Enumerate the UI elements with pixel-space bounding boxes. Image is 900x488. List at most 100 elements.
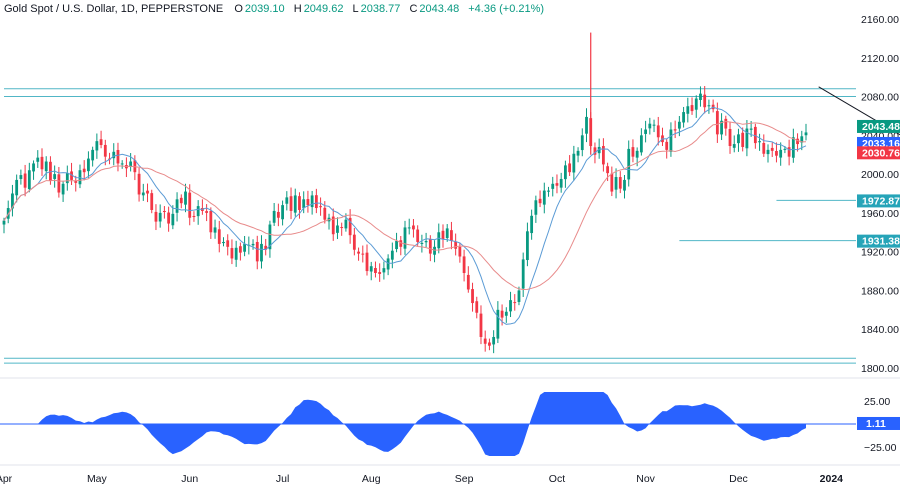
candle-body <box>306 199 310 206</box>
candle-body <box>673 129 677 131</box>
candle-body <box>11 193 14 209</box>
candle-body <box>314 195 318 209</box>
candle-body <box>369 266 373 272</box>
candle-body <box>158 212 162 222</box>
candle-body <box>340 227 344 229</box>
price-tag-bg <box>857 146 900 160</box>
price-tick-label: 2160.00 <box>861 14 899 26</box>
candle-body <box>648 123 652 129</box>
low-value: 2038.77 <box>360 3 401 15</box>
candle-body <box>783 148 787 150</box>
candle-body <box>171 213 175 226</box>
candle-body <box>610 173 614 192</box>
candle-body <box>44 161 48 172</box>
candle-body <box>319 206 322 208</box>
candle-body <box>19 175 23 179</box>
candle-body <box>542 190 546 205</box>
candle-body <box>787 147 791 157</box>
candle-body <box>57 174 61 193</box>
open-value: 2039.10 <box>244 3 285 15</box>
candle-body <box>184 191 187 205</box>
price-tick-label: 1840.00 <box>861 324 899 336</box>
candle-body <box>243 243 246 252</box>
candle-body <box>745 128 749 149</box>
candle-body <box>462 256 466 273</box>
candle-body <box>395 241 398 250</box>
candle-body <box>238 246 242 253</box>
candle-body <box>538 198 542 204</box>
candle-body <box>146 190 149 194</box>
candle-body <box>428 239 432 254</box>
low-label: L <box>352 3 359 15</box>
candle-body <box>416 229 420 242</box>
candle-body <box>665 141 669 150</box>
candle-body <box>677 121 681 129</box>
candle-body <box>23 173 27 188</box>
candle-body <box>513 302 517 304</box>
candle-body <box>433 246 436 255</box>
candle-body <box>344 219 348 229</box>
price-tag-label: 2030.76 <box>862 147 900 159</box>
candle-body <box>618 177 622 189</box>
level-tag-label: 1931.38 <box>862 236 900 248</box>
candle-body <box>707 105 711 107</box>
candle-body <box>437 232 441 249</box>
price-tick-label: 1960.00 <box>861 208 899 220</box>
time-tick-label: May <box>87 473 108 485</box>
candle-body <box>205 211 209 213</box>
price-tick-label: 1920.00 <box>861 247 899 259</box>
candle-body <box>272 210 276 223</box>
candle-body <box>188 192 192 218</box>
candle-body <box>192 216 196 218</box>
candle-body <box>728 128 732 146</box>
candle-body <box>99 139 103 146</box>
price-tick-label: 1880.00 <box>861 285 899 297</box>
candle-body <box>285 197 289 204</box>
candle-body <box>741 132 745 147</box>
candle-body <box>163 210 166 212</box>
candle-body <box>496 309 500 339</box>
candle-body <box>804 132 808 136</box>
candle-body <box>483 338 487 344</box>
candle-body <box>378 272 382 274</box>
candle-body <box>298 196 301 210</box>
candle-body <box>690 105 694 112</box>
candle-body <box>61 183 65 195</box>
candle-body <box>656 125 660 138</box>
candle-body <box>521 259 525 289</box>
candle-body <box>623 179 626 191</box>
candle-body <box>770 147 774 151</box>
candle-body <box>255 241 259 262</box>
candle-body <box>445 228 449 239</box>
close-value: 2043.48 <box>419 3 460 15</box>
candle-body <box>509 300 512 312</box>
candle-body <box>597 146 601 154</box>
candle-body <box>526 231 529 261</box>
candle-body <box>652 124 656 126</box>
candle-body <box>614 177 618 190</box>
candle-body <box>217 229 221 244</box>
trendline <box>818 86 900 136</box>
candle-body <box>289 196 293 211</box>
price-tag-bg <box>857 119 900 133</box>
level-tag-bg <box>857 194 900 208</box>
candle-body <box>762 142 766 154</box>
candle-body <box>352 234 356 250</box>
candle-body <box>644 129 647 134</box>
candle-body <box>504 311 508 316</box>
candle-body <box>95 141 99 151</box>
candle-body <box>129 161 133 167</box>
time-tick-label: Jun <box>181 473 198 485</box>
price-tick-label: 2120.00 <box>861 53 899 65</box>
candle-body <box>737 134 740 144</box>
time-tick-label: Dec <box>729 473 748 485</box>
candle-body <box>137 173 141 195</box>
candle-body <box>669 129 673 152</box>
candle-body <box>331 216 335 235</box>
candle-body <box>82 168 86 173</box>
change-value: +4.36 (+0.21%) <box>468 3 545 15</box>
candle-body <box>517 290 521 302</box>
candle-body <box>264 245 268 250</box>
candle-body <box>572 153 576 173</box>
